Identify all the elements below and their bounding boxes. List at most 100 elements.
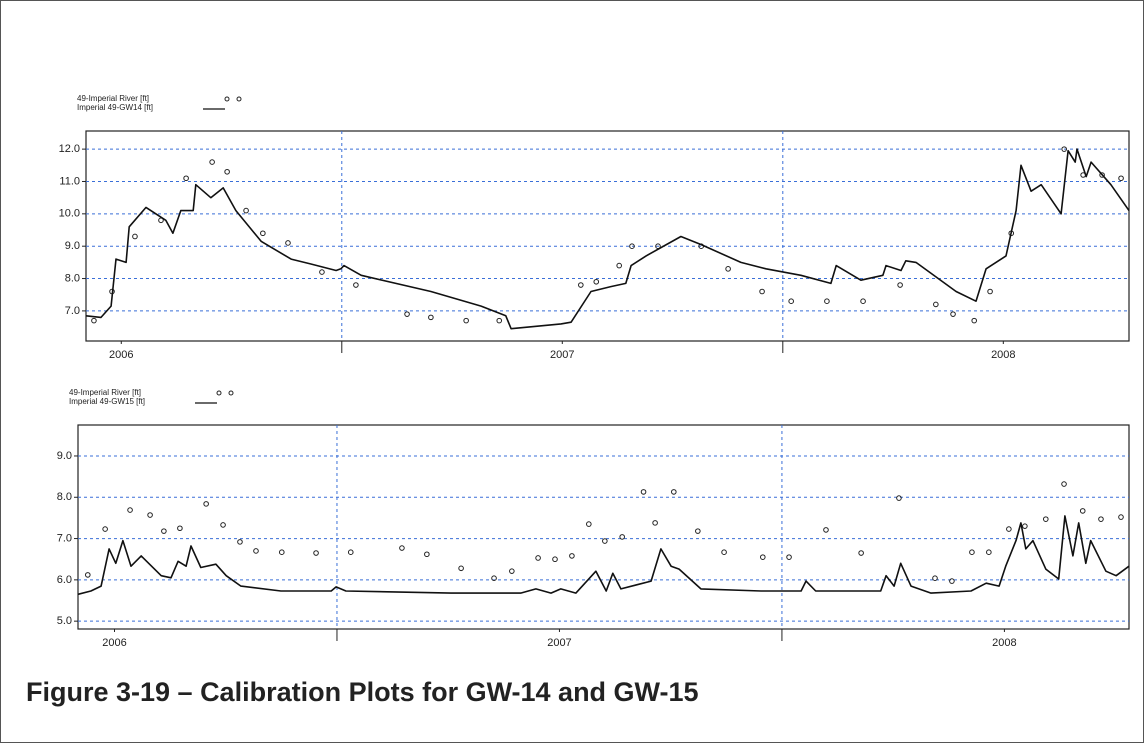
observed-point	[949, 578, 955, 584]
observed-point	[1061, 481, 1067, 487]
observed-point	[897, 282, 903, 288]
observed-point	[671, 489, 677, 495]
observed-point	[1079, 508, 1086, 514]
observed-point	[602, 538, 608, 544]
observed-point	[102, 526, 108, 532]
observed-point	[313, 550, 319, 556]
observed-point	[491, 575, 497, 582]
observed-point	[932, 575, 938, 582]
y-tick-label: 7.0	[57, 532, 72, 544]
x-tick-label: 2008	[991, 349, 1015, 361]
observed-point	[1118, 175, 1124, 182]
observed-point	[428, 314, 434, 321]
observed-point	[725, 266, 731, 272]
observed-point	[1022, 523, 1028, 529]
legend-label: 49-Imperial River [ft]	[77, 94, 149, 103]
observed-point	[319, 269, 325, 275]
observed-point	[858, 550, 864, 556]
y-tick-label: 5.0	[57, 615, 72, 627]
observed-point	[786, 554, 792, 560]
observed-point	[629, 243, 635, 249]
observed-point	[824, 298, 830, 305]
observed-point	[986, 549, 992, 555]
x-tick-label: 2007	[547, 637, 571, 649]
legend-marker	[224, 96, 230, 102]
observed-point	[586, 521, 592, 527]
observed-point	[652, 520, 658, 526]
observed-point	[161, 528, 167, 534]
observed-point	[458, 565, 464, 572]
x-tick-label: 2006	[109, 349, 133, 361]
plot-area	[77, 424, 1130, 630]
y-tick-label: 9.0	[57, 450, 72, 462]
simulated-line	[85, 148, 1130, 330]
observed-point	[640, 489, 647, 495]
observed-point	[552, 556, 558, 563]
y-tick-label: 8.0	[65, 272, 80, 284]
legend-marker	[216, 390, 222, 396]
legend-label: Imperial 49-GW14 [ft]	[77, 103, 153, 112]
y-tick-label: 6.0	[57, 574, 72, 586]
observed-point	[285, 240, 291, 246]
figure-caption: Figure 3-19 – Calibration Plots for GW-1…	[26, 677, 699, 707]
observed-point	[260, 230, 266, 237]
observed-point	[132, 233, 138, 240]
y-tick-label: 8.0	[57, 491, 72, 503]
observed-point	[616, 262, 622, 269]
simulated-line	[77, 515, 1130, 596]
observed-point	[535, 555, 541, 561]
observed-point	[509, 568, 515, 574]
observed-point	[860, 298, 866, 305]
observed-point	[933, 301, 939, 308]
observed-point	[619, 534, 625, 540]
legend-label: 49-Imperial River [ft]	[69, 388, 141, 397]
observed-point	[177, 525, 183, 532]
charts: 7.0 8.0 9.0 10.0 11.0 12.0 2006 2007 2008 49-Impe…	[57, 94, 1130, 649]
y-tick-label: 10.0	[59, 208, 80, 220]
y-tick-label: 7.0	[65, 305, 80, 317]
observed-point	[183, 175, 189, 182]
observed-point	[578, 282, 584, 288]
observed-point	[1098, 516, 1104, 522]
observed-point	[721, 549, 727, 555]
observed-point	[243, 207, 249, 214]
observed-point	[147, 512, 153, 518]
observed-point	[220, 522, 226, 528]
observed-point	[823, 527, 829, 533]
legend-marker	[228, 390, 234, 396]
observed-point	[84, 572, 91, 578]
observed-point	[759, 554, 766, 560]
observed-point	[203, 501, 209, 507]
observed-point	[896, 495, 902, 501]
observed-point	[788, 298, 794, 305]
legend-label: Imperial 49-GW15 [ft]	[69, 397, 145, 406]
observed-point	[127, 507, 133, 513]
x-tick-label: 2007	[550, 349, 574, 361]
observed-point	[969, 549, 975, 555]
observed-point	[759, 288, 765, 295]
x-tick-label: 2008	[992, 637, 1016, 649]
x-tick-label: 2006	[102, 637, 126, 649]
observed-point	[424, 551, 430, 558]
observed-point	[569, 553, 575, 559]
observed-point	[353, 282, 359, 288]
observed-point	[404, 311, 410, 317]
observed-point	[1042, 516, 1049, 522]
y-tick-label: 12.0	[59, 143, 80, 155]
observed-point	[399, 545, 405, 551]
observed-point	[695, 528, 701, 534]
observed-point	[463, 317, 469, 324]
observed-point	[209, 159, 215, 165]
observed-point	[347, 549, 354, 555]
observed-point	[253, 548, 259, 554]
observed-point	[496, 317, 503, 324]
y-tick-label: 9.0	[65, 240, 80, 252]
observed-point	[224, 168, 230, 175]
observed-point	[593, 278, 600, 285]
observed-point	[1118, 514, 1124, 520]
observed-point	[1099, 172, 1105, 178]
y-tick-label: 11.0	[59, 175, 80, 187]
observed-point	[1006, 526, 1012, 532]
observed-point	[971, 317, 978, 324]
